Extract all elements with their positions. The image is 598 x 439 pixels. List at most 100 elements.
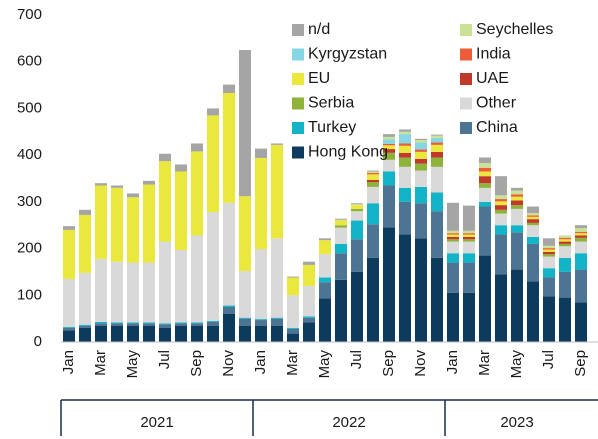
bar-segment: [223, 93, 235, 203]
bar-segment: [351, 239, 363, 272]
bar-segment: [79, 272, 91, 325]
legend-label: UAE: [476, 70, 509, 87]
bar-segment: [127, 197, 139, 263]
bar-segment: [287, 333, 299, 342]
bar-segment: [447, 202, 459, 231]
legend-swatch: [460, 73, 472, 85]
bar-segment: [367, 203, 379, 225]
bar-segment: [191, 235, 203, 323]
bar-segment: [335, 253, 347, 280]
x-tick-label: Nov: [412, 350, 429, 377]
bar-segment: [191, 325, 203, 342]
bar-segment: [63, 226, 75, 230]
bar-segment: [303, 261, 315, 265]
bar-segment: [447, 253, 459, 263]
bar-segment: [255, 325, 267, 342]
bar-segment: [335, 218, 347, 220]
bar-segment: [431, 135, 443, 138]
bar-segment: [575, 235, 587, 238]
bar-segment: [399, 157, 411, 167]
bar-segment: [495, 199, 507, 202]
bar-segment: [479, 183, 491, 188]
bar-segment: [527, 213, 539, 216]
bar-segment: [527, 236, 539, 244]
bar-segment: [351, 208, 363, 212]
bar-segment: [527, 219, 539, 223]
bar-segment: [127, 262, 139, 323]
bar-segment: [479, 163, 491, 168]
bar-segment: [223, 306, 235, 314]
bar-segment: [399, 131, 411, 135]
bar-segment: [95, 258, 107, 322]
bar-segment: [479, 201, 491, 207]
bar-segment: [319, 240, 331, 255]
bar-segment: [431, 157, 443, 167]
bar-segment: [559, 239, 571, 242]
bar-segment: [543, 296, 555, 342]
bar-segment: [271, 325, 283, 342]
legend-swatch: [292, 73, 304, 85]
bar-segment: [367, 182, 379, 187]
bar-segment: [239, 317, 251, 319]
bar-segment: [63, 278, 75, 328]
bar-segment: [111, 185, 123, 188]
legend-label: Seychelles: [476, 21, 553, 38]
bar-segment: [543, 245, 555, 249]
bar-segment: [463, 230, 475, 234]
x-tick-label: Jan: [60, 350, 77, 374]
bar-segment: [127, 325, 139, 342]
bar-segment: [63, 229, 75, 279]
bar-segment: [575, 269, 587, 303]
bar-segment: [63, 327, 75, 331]
bar-segment: [143, 184, 155, 263]
bar-segment: [575, 241, 587, 254]
bar-segment: [559, 297, 571, 342]
bar-segment: [351, 203, 363, 205]
bar-segment: [255, 148, 267, 158]
bar-segment: [383, 149, 395, 153]
bar-segment: [463, 239, 475, 242]
bar-segment: [511, 194, 523, 197]
bar-segment: [191, 323, 203, 326]
legend-label: n/d: [308, 21, 330, 38]
bar-segment: [351, 220, 363, 240]
bar-segment: [239, 50, 251, 197]
bar-segment: [239, 325, 251, 342]
bar-segment: [575, 302, 587, 342]
x-tick-label: Jan: [252, 350, 269, 374]
bar-segment: [191, 322, 203, 324]
bar-segment: [415, 203, 427, 239]
bar-segment: [575, 231, 587, 234]
bar-segment: [255, 157, 267, 250]
bar-segment: [511, 232, 523, 270]
bar-segment: [207, 212, 219, 321]
y-tick-label: 0: [34, 333, 42, 350]
bar-segment: [175, 323, 187, 326]
bar-segment: [399, 187, 411, 202]
bar-segment: [559, 246, 571, 258]
bar-segment: [511, 187, 523, 191]
bar-segment: [479, 255, 491, 342]
bar-segment: [127, 322, 139, 324]
x-tick-label: Jul: [156, 350, 173, 369]
bar-segment: [383, 145, 395, 150]
legend-swatch: [292, 24, 304, 36]
bar-segment: [447, 262, 459, 293]
bar-segment: [287, 328, 299, 334]
bar-segment: [143, 262, 155, 323]
bar-segment: [399, 129, 411, 132]
bar-segment: [527, 225, 539, 237]
bar-segment: [319, 282, 331, 299]
bar-segment: [127, 323, 139, 326]
x-tick-label: May: [124, 350, 141, 379]
bar-segment: [463, 236, 475, 240]
bar-segment: [255, 319, 267, 321]
bar-segment: [175, 249, 187, 323]
bar-segment: [431, 144, 443, 152]
bar-segment: [415, 149, 427, 152]
legend-label: EU: [308, 70, 330, 87]
bar-segment: [79, 214, 91, 273]
bar-segment: [399, 152, 411, 158]
legend-label: Hong Kong: [308, 144, 388, 161]
bar-segment: [223, 313, 235, 342]
